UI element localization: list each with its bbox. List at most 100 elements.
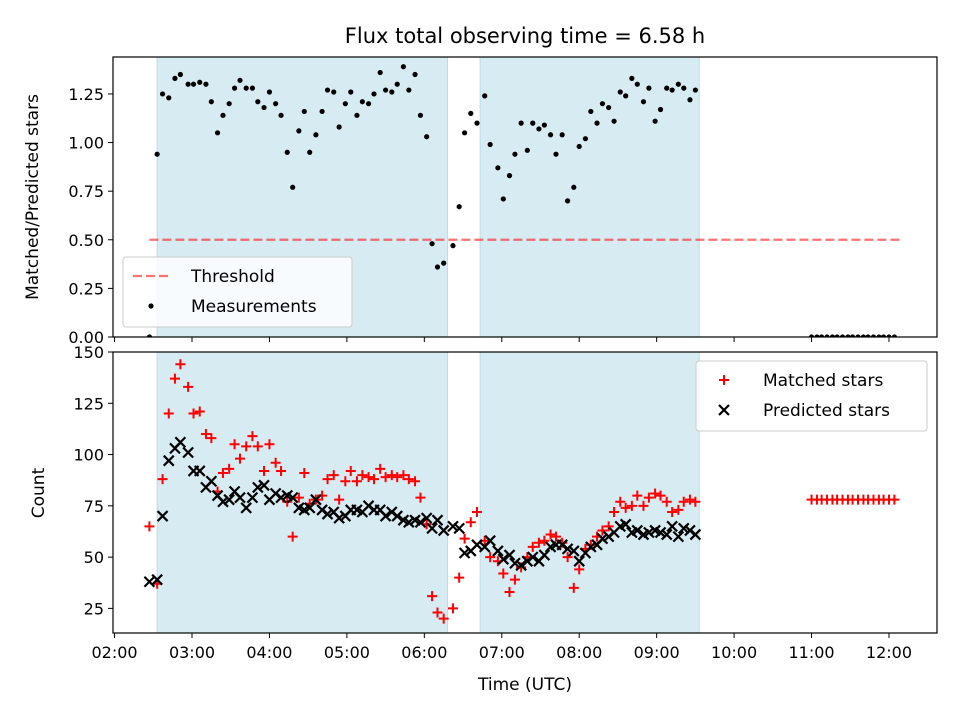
data-point xyxy=(646,85,652,91)
legend-marker xyxy=(719,375,729,385)
data-point xyxy=(183,381,194,392)
data-point xyxy=(290,184,296,190)
series-layer xyxy=(143,359,900,624)
data-point xyxy=(223,493,235,506)
axes-frame xyxy=(112,56,938,338)
data-point xyxy=(687,97,693,103)
x-tick-label: 11:00 xyxy=(788,643,834,662)
data-point xyxy=(394,81,400,87)
data-point xyxy=(603,521,614,532)
data-point xyxy=(518,120,524,126)
data-point xyxy=(261,104,267,111)
data-point xyxy=(175,359,186,370)
x-tick-label: 05:00 xyxy=(324,643,370,662)
data-point xyxy=(340,476,351,487)
data-point xyxy=(611,118,617,124)
data-point xyxy=(156,510,169,522)
data-point xyxy=(492,545,504,557)
legend-box xyxy=(695,360,928,432)
data-point xyxy=(286,491,299,504)
data-point xyxy=(293,492,304,503)
data-point xyxy=(585,541,597,553)
data-point xyxy=(629,75,635,81)
data-point xyxy=(190,81,197,87)
data-point xyxy=(559,132,565,138)
data-point xyxy=(661,496,672,507)
data-point xyxy=(226,101,232,107)
data-point xyxy=(247,431,258,442)
shaded-interval xyxy=(479,351,700,634)
data-point xyxy=(354,112,360,118)
data-point xyxy=(264,439,275,450)
data-point xyxy=(450,243,456,249)
data-point xyxy=(224,463,235,474)
data-point xyxy=(336,124,342,130)
data-point xyxy=(524,147,530,153)
data-point xyxy=(252,441,263,452)
data-point xyxy=(303,502,316,514)
bottom-y-axis-title: Count xyxy=(29,467,49,518)
data-point xyxy=(214,130,221,136)
legend: Matched stars Predicted stars xyxy=(695,360,928,432)
data-point xyxy=(434,264,441,270)
data-point xyxy=(678,496,689,507)
data-point xyxy=(278,112,284,118)
data-point xyxy=(547,132,554,138)
data-point xyxy=(597,525,608,536)
data-point xyxy=(500,196,506,202)
data-point xyxy=(284,149,290,155)
data-point xyxy=(331,89,337,95)
data-point xyxy=(564,198,571,204)
data-point xyxy=(684,494,695,505)
data-point xyxy=(471,506,482,517)
data-point xyxy=(495,165,501,171)
data-point xyxy=(497,553,510,565)
data-point xyxy=(631,524,644,537)
data-point xyxy=(177,71,183,78)
data-point xyxy=(203,81,209,87)
data-point xyxy=(824,334,830,337)
data-point xyxy=(400,64,407,70)
data-point xyxy=(533,537,544,548)
data-point xyxy=(431,514,444,526)
data-point xyxy=(675,81,681,87)
data-point xyxy=(681,85,687,91)
data-point xyxy=(530,120,536,126)
data-point xyxy=(270,457,281,468)
data-point xyxy=(484,534,496,547)
data-point xyxy=(417,112,424,118)
data-point xyxy=(154,151,160,157)
data-point xyxy=(870,334,877,337)
y-tick-label: 0.00 xyxy=(68,328,104,347)
data-point xyxy=(441,260,447,266)
data-point xyxy=(458,547,471,559)
data-point xyxy=(420,512,433,524)
data-point xyxy=(553,151,559,157)
data-point xyxy=(240,502,252,514)
data-point xyxy=(200,429,211,440)
data-point xyxy=(609,506,620,517)
x-tick-label: 09:00 xyxy=(634,643,680,662)
data-point xyxy=(194,406,205,417)
x-axis-title: Time (UTC) xyxy=(477,675,572,695)
data-point xyxy=(889,494,900,505)
axes-frame xyxy=(112,351,938,634)
data-point xyxy=(465,517,476,528)
data-point xyxy=(287,531,298,542)
data-point xyxy=(638,500,649,511)
data-point xyxy=(568,545,580,557)
data-point xyxy=(438,613,449,624)
x-tick-label: 07:00 xyxy=(479,643,525,662)
data-point xyxy=(617,89,623,95)
data-point xyxy=(426,522,438,535)
data-point xyxy=(377,69,383,76)
y-tick-label: 0.75 xyxy=(68,182,104,201)
legend-label: Measurements xyxy=(191,297,317,317)
x-tick-label: 10:00 xyxy=(711,643,757,662)
data-point xyxy=(582,136,589,142)
data-point xyxy=(379,510,392,522)
data-point xyxy=(243,85,249,91)
data-point xyxy=(299,468,310,479)
data-point xyxy=(845,334,851,337)
